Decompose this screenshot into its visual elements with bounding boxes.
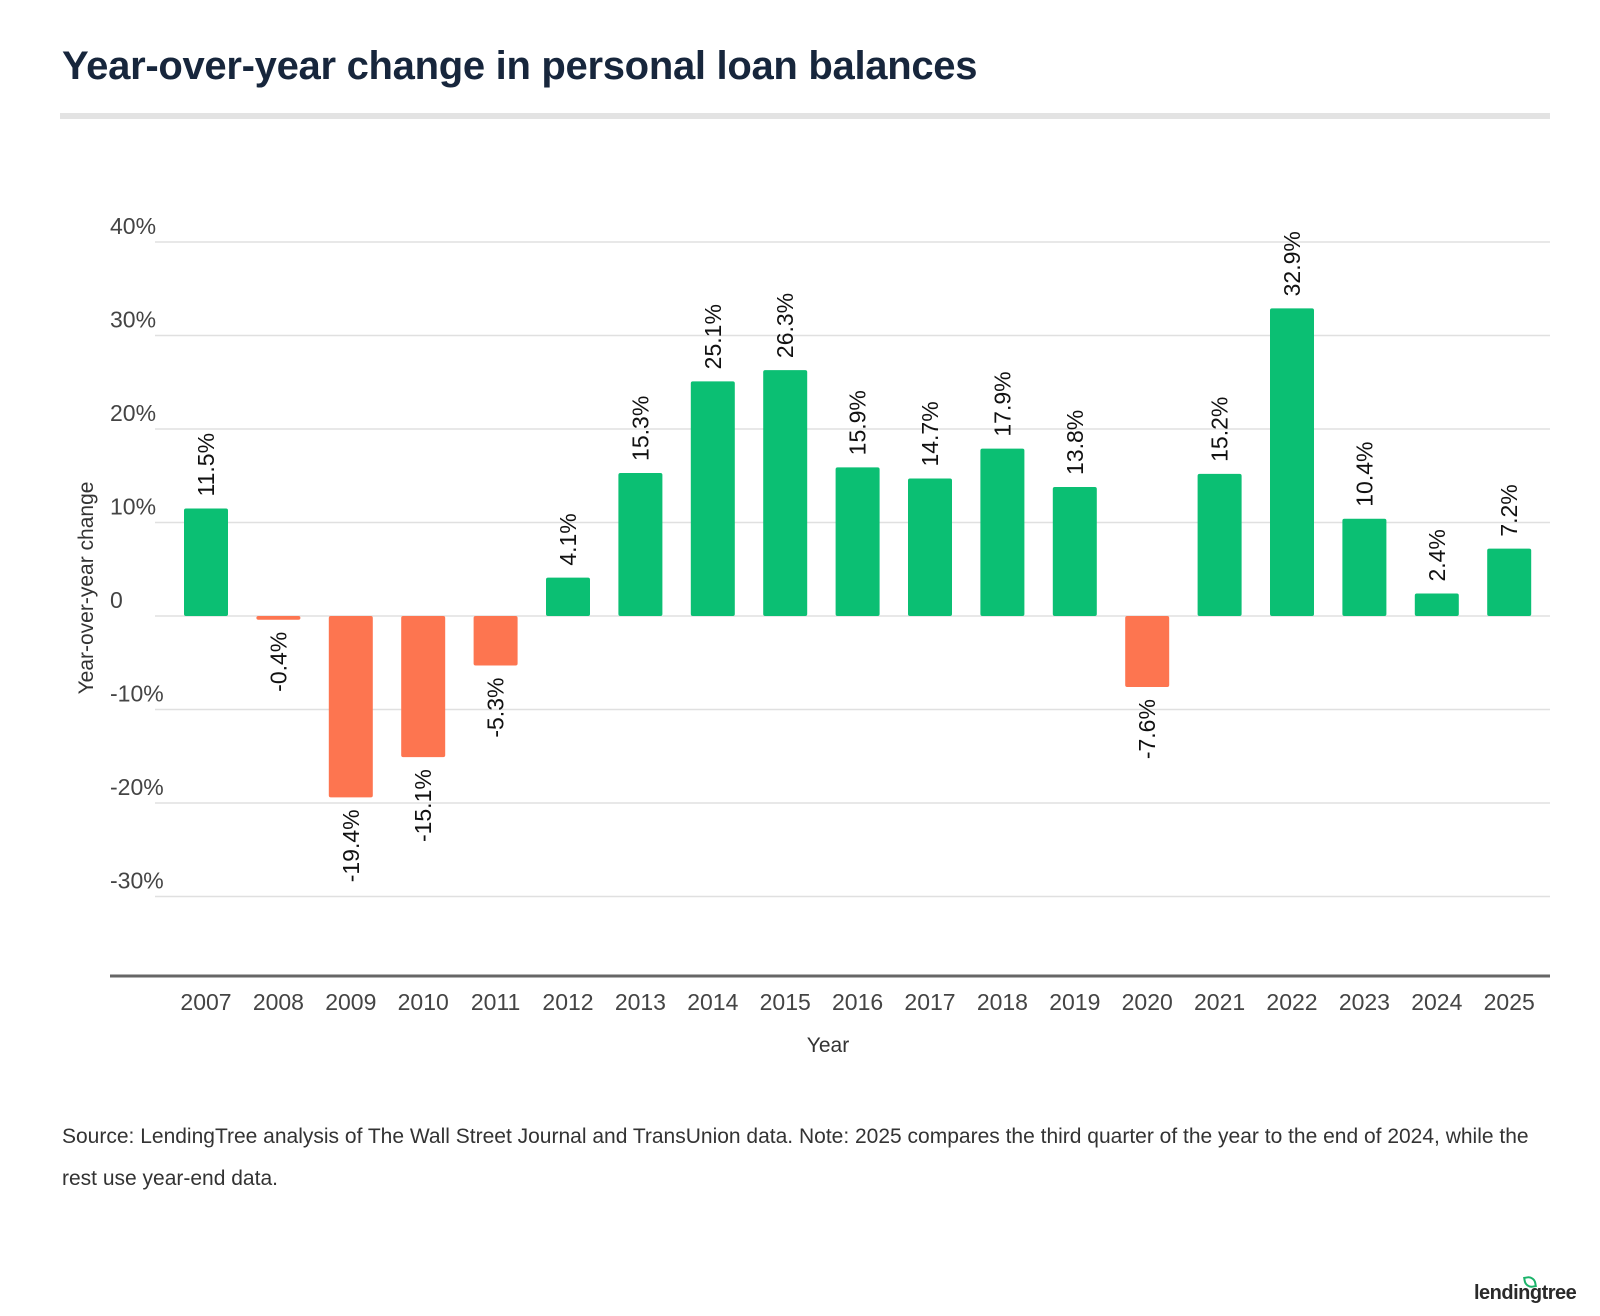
x-tick-label: 2009 [325,989,376,1015]
y-tick-label: 0 [110,587,123,613]
data-label-2015: 26.3% [772,293,798,358]
y-axis-ticks: 40% 30% 20% 10% 0 -10% -20% -30% [110,213,164,894]
x-tick-label: 2011 [471,989,520,1015]
bar-2015 [763,370,808,616]
x-tick-label: 2025 [1484,989,1535,1015]
x-tick-label: 2010 [398,989,449,1015]
x-tick-label: 2015 [760,989,811,1015]
data-label-2010: -15.1% [410,769,436,842]
bar-2007 [184,508,228,616]
bar-2009 [328,616,373,798]
data-label-2024: 2.4% [1424,529,1450,581]
bar-2013 [618,472,663,616]
x-tick-label: 2007 [180,989,231,1015]
x-tick-label: 2022 [1266,989,1317,1015]
chart-title: Year-over-year change in personal loan b… [62,44,978,88]
y-tick-label: 30% [110,307,156,333]
bar-2024 [1414,593,1459,616]
data-label-2016: 15.9% [845,390,871,455]
y-tick-label: -20% [110,774,164,800]
y-tick-label: -10% [110,681,164,707]
x-tick-label: 2008 [253,989,304,1015]
x-tick-label: 2024 [1411,989,1462,1015]
data-label-2025: 7.2% [1496,484,1522,536]
title-divider [60,113,1550,119]
bar-2017 [908,478,952,616]
bar-2022 [1270,308,1314,616]
bar-2018 [980,448,1025,616]
bar-2019 [1052,486,1097,616]
data-label-2023: 10.4% [1351,442,1377,507]
bar-2008 [256,616,301,620]
x-tick-label: 2016 [832,989,883,1015]
data-label-2009: -19.4% [338,809,364,882]
data-label-2007: 11.5% [193,433,219,497]
data-label-2017: 14.7% [917,401,943,466]
y-tick-label: -30% [110,868,164,894]
bar-2023 [1342,518,1387,616]
data-label-2014: 25.1% [700,304,726,369]
x-tick-label: 2023 [1339,989,1390,1015]
bar-2010 [401,616,446,758]
bar-2021 [1197,473,1242,616]
x-axis-title: Year [807,1034,849,1057]
x-tick-label: 2012 [542,989,593,1015]
x-tick-label: 2019 [1049,989,1100,1015]
data-labels: 11.5% -0.4% -19.4% -15.1% -5.3% 4.1% 15.3% 25.1… [193,231,1522,882]
data-label-2019: 13.8% [1062,410,1088,475]
data-label-2011: -5.3% [483,678,509,738]
y-tick-label: 20% [110,400,156,426]
bar-2020 [1125,616,1170,688]
bar-2012 [546,577,590,616]
x-axis-ticks: 2007 2008 2009 2010 2011 2012 2013 2014 2015 2016… [180,989,1534,1015]
bar-chart: 40% 30% 20% 10% 0 -10% -20% -30% 11.5% -0.4% -19.… [75,213,1550,1057]
data-label-2012: 4.1% [555,513,581,565]
x-tick-label: 2013 [615,989,666,1015]
x-tick-label: 2020 [1122,989,1173,1015]
lendingtree-logo: lendingtree [1474,1282,1577,1304]
data-label-2008: -0.4% [265,632,291,692]
y-axis-title: Year-over-year change [75,482,98,695]
data-label-2021: 15.2% [1207,397,1233,462]
bar-2016 [835,467,880,616]
data-label-2020: -7.6% [1134,699,1160,759]
gridlines [155,241,1550,898]
data-label-2018: 17.9% [989,371,1015,436]
bars [184,308,1532,798]
data-label-2013: 15.3% [627,396,653,461]
x-tick-label: 2017 [904,989,955,1015]
y-tick-label: 40% [110,213,156,239]
data-label-2022: 32.9% [1279,231,1305,296]
source-note: Source: LendingTree analysis of The Wall… [62,1125,1529,1190]
bar-2014 [690,381,735,616]
x-tick-label: 2021 [1194,989,1245,1015]
bar-2011 [473,616,518,666]
bar-2025 [1487,548,1532,616]
x-tick-label: 2014 [687,989,738,1015]
y-tick-label: 10% [110,494,156,520]
x-tick-label: 2018 [977,989,1028,1015]
